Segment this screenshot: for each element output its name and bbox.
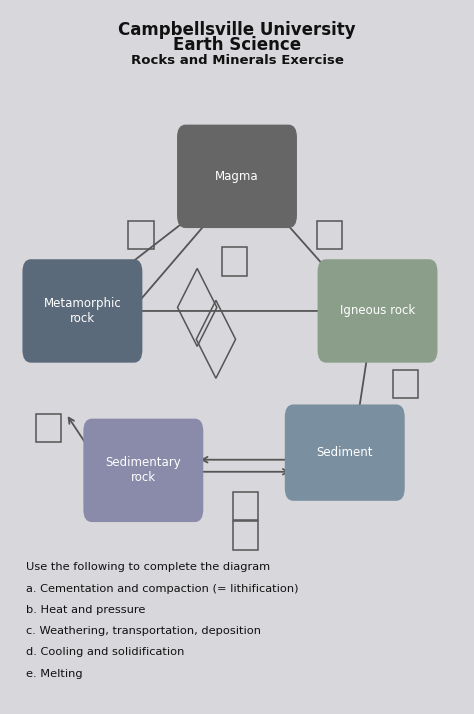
Bar bbox=[233, 492, 258, 520]
Text: d. Cooling and solidification: d. Cooling and solidification bbox=[26, 648, 184, 658]
Bar bbox=[233, 521, 258, 550]
Text: Use the following to complete the diagram: Use the following to complete the diagra… bbox=[26, 563, 270, 573]
FancyBboxPatch shape bbox=[285, 404, 405, 501]
Bar bbox=[222, 247, 247, 276]
Bar bbox=[36, 413, 61, 442]
Text: Igneous rock: Igneous rock bbox=[340, 304, 415, 318]
FancyBboxPatch shape bbox=[318, 259, 438, 363]
Text: b. Heat and pressure: b. Heat and pressure bbox=[26, 605, 146, 615]
Text: Rocks and Minerals Exercise: Rocks and Minerals Exercise bbox=[130, 54, 344, 67]
FancyBboxPatch shape bbox=[22, 259, 142, 363]
FancyBboxPatch shape bbox=[177, 125, 297, 228]
Text: Magma: Magma bbox=[215, 170, 259, 183]
Text: Earth Science: Earth Science bbox=[173, 36, 301, 54]
Text: Sediment: Sediment bbox=[317, 446, 373, 459]
Text: Metamorphic
rock: Metamorphic rock bbox=[44, 297, 121, 325]
Bar bbox=[317, 221, 342, 249]
Text: c. Weathering, transportation, deposition: c. Weathering, transportation, depositio… bbox=[26, 626, 261, 636]
Text: Campbellsville University: Campbellsville University bbox=[118, 21, 356, 39]
Text: Sedimentary
rock: Sedimentary rock bbox=[105, 456, 181, 484]
Text: e. Melting: e. Melting bbox=[26, 669, 83, 679]
Bar bbox=[393, 370, 418, 398]
Text: a. Cementation and compaction (= lithification): a. Cementation and compaction (= lithifi… bbox=[26, 584, 299, 594]
FancyBboxPatch shape bbox=[83, 418, 203, 522]
Bar bbox=[128, 221, 154, 249]
